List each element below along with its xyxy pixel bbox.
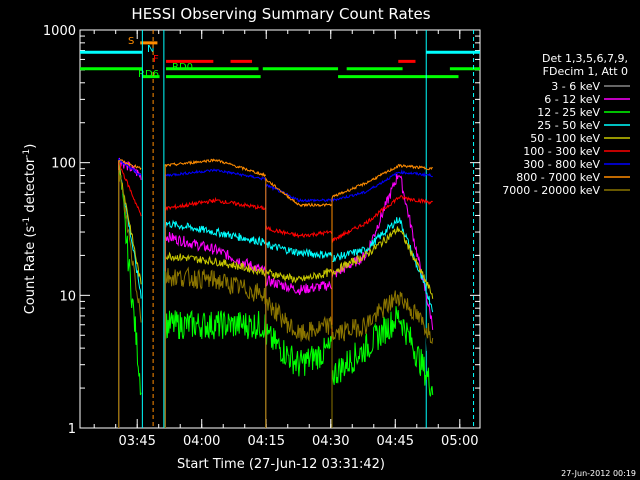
- series-line: [331, 226, 434, 428]
- series-line: [265, 323, 333, 428]
- y-axis-label: Count Rate (s-1 detector-1): [22, 144, 38, 315]
- flag-label: RD0: [172, 62, 193, 73]
- legend: Det 1,3,5,6,7,9,FDecim 1, Att 0 3 - 6 keV…: [502, 52, 630, 197]
- y-axis-label-end: ): [23, 144, 38, 149]
- series-line: [331, 163, 433, 428]
- x-tick-label: 04:45: [377, 434, 414, 449]
- series-line: [164, 219, 267, 428]
- series-line: [265, 241, 333, 428]
- series-line: [164, 196, 267, 428]
- y-axis-label-main: Count Rate (s: [23, 226, 38, 315]
- series-line: [164, 309, 267, 428]
- x-tick-label: 03:45: [118, 434, 155, 449]
- series-line: [331, 240, 434, 428]
- flag-label: RD6: [138, 69, 159, 80]
- chart-title: HESSI Observing Summary Count Rates: [131, 5, 430, 23]
- plot-area: [118, 157, 434, 428]
- series-line: [164, 168, 267, 428]
- series-line: [118, 159, 142, 428]
- x-axis-label: Start Time (27-Jun-12 03:31:42): [177, 457, 385, 472]
- series-line: [164, 266, 267, 428]
- legend-entry: 7000 - 20000 keV: [502, 184, 600, 197]
- vertical-markers: [141, 30, 475, 428]
- series-line: [164, 232, 267, 428]
- x-axis: 03:45 04:00 04:15 04:30 04:45 05:00: [93, 30, 479, 449]
- legend-entry: 12 - 25 keV: [537, 106, 600, 119]
- series-line: [331, 217, 434, 428]
- series-line: [331, 290, 434, 428]
- y-axis-label-sup1: -1: [22, 217, 32, 226]
- series-line: [265, 183, 333, 428]
- series-line: [265, 267, 333, 428]
- series-line: [164, 158, 267, 428]
- series-line: [265, 297, 333, 428]
- flag-label: N: [147, 44, 154, 55]
- series-line: [265, 225, 333, 428]
- series-line: [118, 169, 142, 428]
- y-tick-label: 100: [51, 157, 76, 172]
- flag-bars: S NF RD0 RD6: [80, 36, 480, 80]
- x-tick-label: 04:00: [183, 434, 220, 449]
- series-line: [118, 158, 142, 428]
- flag-label: S: [128, 36, 134, 47]
- legend-header: FDecim 1, Att 0: [543, 65, 628, 78]
- legend-entry: 25 - 50 keV: [537, 119, 600, 132]
- series-line: [331, 169, 433, 428]
- x-tick-label: 05:00: [441, 434, 478, 449]
- series-line: [331, 194, 433, 428]
- series-line: [265, 275, 333, 428]
- legend-entry: 300 - 800 keV: [523, 158, 600, 171]
- series-line: [164, 251, 267, 428]
- legend-entry: 3 - 6 keV: [551, 80, 600, 93]
- x-tick-label: 04:30: [312, 434, 349, 449]
- series-line: [118, 160, 142, 428]
- legend-entry: 6 - 12 keV: [544, 93, 600, 106]
- series-line: [331, 306, 434, 428]
- x-tick-label: 04:15: [248, 434, 285, 449]
- y-axis-label-mid: detector: [23, 157, 38, 217]
- series-line: [164, 220, 267, 428]
- plot-frame: [79, 29, 481, 429]
- legend-entry: 50 - 100 keV: [530, 132, 600, 145]
- series-line: [265, 275, 332, 428]
- legend-header: Det 1,3,5,6,7,9,: [542, 52, 628, 65]
- footer-date: 27-Jun-2012 00:19: [561, 469, 636, 478]
- y-tick-label: 10: [59, 289, 76, 304]
- flag-label: F: [153, 54, 159, 65]
- y-tick-label: 1: [68, 422, 76, 437]
- legend-entry: 800 - 7000 keV: [516, 171, 600, 184]
- series-line: [265, 176, 333, 428]
- y-tick-label: 1000: [43, 24, 76, 39]
- y-axis-label-sup2: -1: [22, 149, 32, 158]
- y-axis: 1 10 100 1000: [43, 24, 480, 437]
- legend-entry: 100 - 300 keV: [523, 145, 600, 158]
